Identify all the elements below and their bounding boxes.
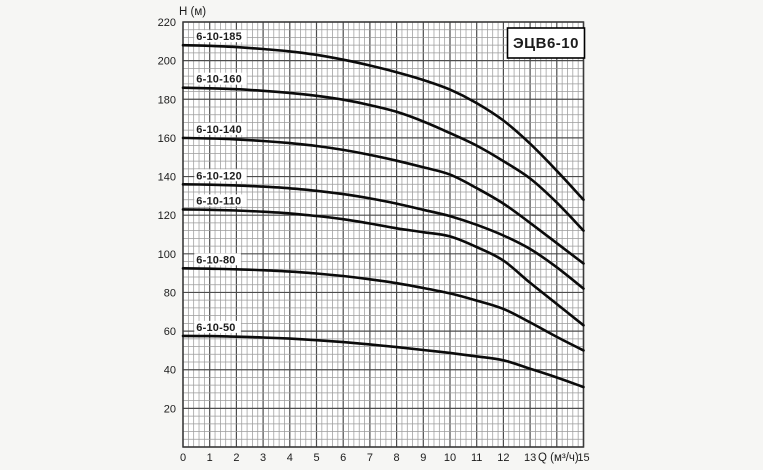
y-tick-label: 100	[158, 249, 176, 261]
grid-layer	[182, 21, 585, 448]
axis-titles: Н (м) Q (м³/ч)	[179, 6, 579, 464]
x-tick-label: 12	[497, 452, 509, 464]
x-tick-label: 11	[471, 452, 482, 464]
y-tick-label: 200	[158, 56, 176, 68]
x-tick-label: 8	[394, 452, 400, 464]
curve-labels-layer: 6-10-185 6-10-160 6-10-140 6-10-120 6-10-110…	[194, 30, 247, 334]
curve-label-6-10-50: 6-10-50	[196, 322, 235, 334]
y-tick-label: 180	[158, 94, 176, 106]
plot-background	[183, 22, 584, 447]
x-tick-label: 15	[577, 452, 589, 464]
curve-6-10-140	[181, 136, 585, 265]
y-axis-title: Н (м)	[179, 6, 206, 18]
plot-border	[182, 21, 585, 448]
title-box-frame	[506, 27, 586, 59]
y-tick-label: 220	[158, 17, 176, 29]
x-tick-label: 4	[287, 452, 293, 464]
curve-label-6-10-80: 6-10-80	[196, 254, 235, 266]
y-tick-label: 120	[158, 210, 176, 222]
curve-label-6-10-140: 6-10-140	[196, 124, 242, 136]
x-tick-label: 10	[444, 452, 456, 464]
x-axis-title: Q (м³/ч)	[538, 452, 579, 464]
curve-6-10-185	[181, 43, 585, 201]
x-tick-label: 6	[340, 452, 346, 464]
curve-6-10-80	[181, 267, 585, 352]
x-tick-label: 5	[313, 452, 319, 464]
curve-label-bg	[194, 122, 247, 135]
curve-6-10-120	[181, 183, 585, 290]
chart-title: ЭЦВ6-10	[513, 35, 579, 52]
curve-label-bg	[194, 320, 241, 333]
x-tick-label: 1	[207, 452, 213, 464]
curve-label-6-10-160: 6-10-160	[196, 74, 242, 86]
curve-label-bg	[194, 194, 247, 207]
curve-label-bg	[194, 169, 247, 182]
curve-label-6-10-110: 6-10-110	[196, 195, 241, 207]
x-tick-label: 3	[260, 452, 266, 464]
y-tick-label: 60	[164, 326, 176, 338]
y-tick-label: 140	[158, 172, 176, 184]
x-tick-label: 2	[233, 452, 239, 464]
y-tick-label: 20	[164, 403, 176, 415]
curve-label-bg	[194, 253, 241, 266]
curve-label-6-10-185: 6-10-185	[196, 31, 242, 43]
plot-frame	[182, 21, 585, 448]
title-box: ЭЦВ6-10	[506, 27, 586, 59]
curve-label-bg	[194, 72, 247, 85]
y-tick-label: 40	[164, 365, 176, 377]
curves-layer	[181, 43, 585, 389]
curve-6-10-50	[181, 334, 585, 389]
x-tick-label: 7	[367, 452, 373, 464]
x-tick-label: 13	[524, 452, 536, 464]
curve-label-6-10-120: 6-10-120	[196, 170, 242, 182]
curve-label-bg	[194, 30, 247, 43]
curve-6-10-110	[181, 208, 585, 327]
y-tick-label: 160	[158, 133, 176, 145]
curve-6-10-160	[181, 86, 585, 232]
y-tick-label: 80	[164, 288, 176, 300]
x-tick-label: 9	[420, 452, 426, 464]
x-tick-label: 0	[180, 452, 186, 464]
